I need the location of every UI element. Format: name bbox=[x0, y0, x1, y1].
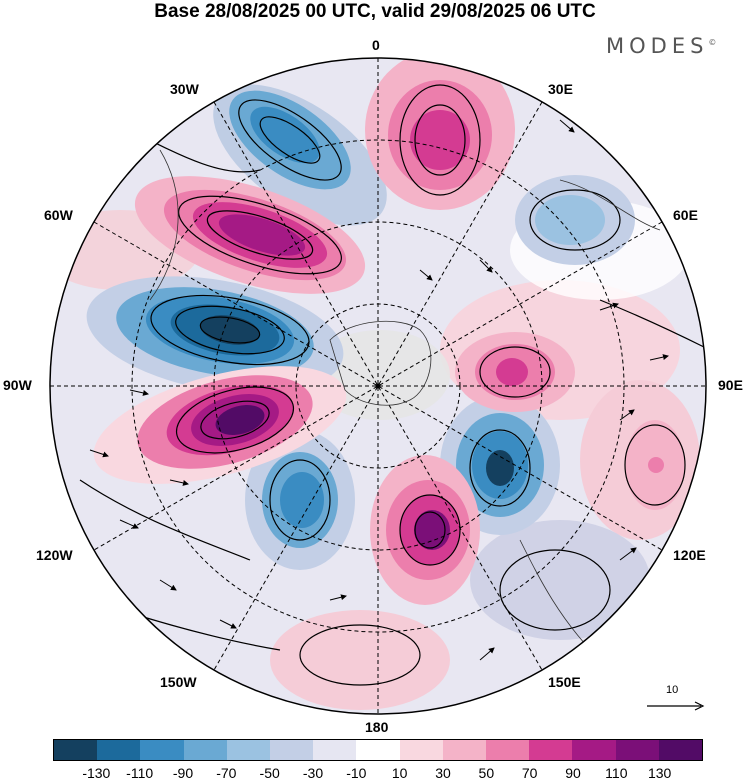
meridians bbox=[50, 58, 706, 714]
colorbar-swatch bbox=[140, 740, 184, 760]
colorbar-tick-label: -90 bbox=[172, 765, 194, 781]
map-title: Base 28/08/2025 00 UTC, valid 29/08/2025… bbox=[154, 1, 596, 22]
colorbar-tick-label: -50 bbox=[259, 765, 280, 781]
wind-vectors bbox=[89, 119, 669, 661]
brand-mark: © bbox=[708, 38, 717, 47]
reference-vector-label: 10 bbox=[666, 684, 679, 696]
lon-label-60w: 60W bbox=[44, 207, 73, 223]
lon-label-90e: 90E bbox=[718, 377, 743, 393]
negative-anomaly-nw bbox=[213, 84, 387, 226]
modes-logo: MODES© bbox=[606, 34, 716, 58]
colorbar-tick-label: -110 bbox=[126, 765, 154, 781]
positive-anomaly-west bbox=[93, 366, 347, 484]
lon-label-120w: 120W bbox=[36, 547, 73, 563]
negative-anomaly-west bbox=[86, 276, 344, 394]
brand-text: MODES bbox=[606, 34, 709, 58]
reference-vector-arrow bbox=[647, 701, 705, 711]
colorbar-tick-label: 70 bbox=[521, 765, 538, 781]
anomaly-field bbox=[50, 58, 706, 714]
colorbar-swatch bbox=[313, 740, 357, 760]
colorbar-swatch bbox=[183, 740, 227, 760]
colorbar-swatch bbox=[54, 740, 98, 760]
lon-label-30e: 30E bbox=[548, 81, 573, 97]
colorbar-swatch bbox=[442, 740, 487, 760]
colorbar-swatch bbox=[529, 740, 573, 760]
positive-anomaly-north bbox=[365, 58, 515, 210]
north-pole-marker bbox=[375, 383, 381, 389]
negative-anomaly-ne bbox=[515, 175, 635, 265]
colorbar-swatch bbox=[399, 740, 443, 760]
colorbar-tick-label: 130 bbox=[647, 765, 672, 781]
colorbar-tick-label: 90 bbox=[565, 765, 581, 781]
lon-label-150e: 150E bbox=[548, 674, 581, 690]
colorbar-tick-label: -70 bbox=[216, 765, 237, 781]
lon-label-0: 0 bbox=[372, 37, 380, 53]
positive-anomaly-far-east bbox=[625, 420, 685, 510]
colorbar-swatch bbox=[226, 740, 271, 760]
lon-label-180: 180 bbox=[365, 719, 389, 735]
lon-label-120e: 120E bbox=[673, 547, 706, 563]
colorbar-labels: -130 -110 -90 -70 -50 -30 -10 10 30 50 70 90 110 130 bbox=[0, 765, 750, 783]
lon-label-60e: 60E bbox=[673, 207, 698, 223]
colorbar-swatch bbox=[270, 740, 314, 760]
map-boundary bbox=[49, 57, 707, 715]
colorbar-tick-label: -30 bbox=[302, 765, 324, 781]
colorbar-tick-label: -130 bbox=[82, 765, 111, 781]
colorbar-tick-label: -10 bbox=[346, 765, 367, 781]
lon-label-30w: 30W bbox=[170, 81, 199, 97]
colorbar-tick-label: 50 bbox=[478, 765, 495, 781]
colorbar-tick-label: 30 bbox=[435, 765, 451, 781]
colorbar-tick-label: 110 bbox=[605, 765, 628, 781]
colorbar-swatch bbox=[486, 740, 530, 760]
lon-label-150w: 150W bbox=[160, 674, 197, 690]
colorbar-swatch bbox=[356, 740, 400, 760]
colorbar-swatch bbox=[658, 740, 703, 760]
negative-anomaly-sw bbox=[245, 430, 355, 570]
colorbar-tick-label: 10 bbox=[391, 765, 408, 781]
lon-label-90w: 90W bbox=[3, 377, 32, 393]
colorbar bbox=[53, 739, 703, 761]
colorbar-swatch bbox=[615, 740, 659, 760]
colorbar-swatch bbox=[572, 740, 616, 760]
positive-anomaly-east bbox=[455, 332, 575, 412]
colorbar-swatch bbox=[97, 740, 141, 760]
positive-anomaly-south bbox=[370, 455, 480, 605]
positive-anomaly-northwest bbox=[134, 176, 366, 294]
